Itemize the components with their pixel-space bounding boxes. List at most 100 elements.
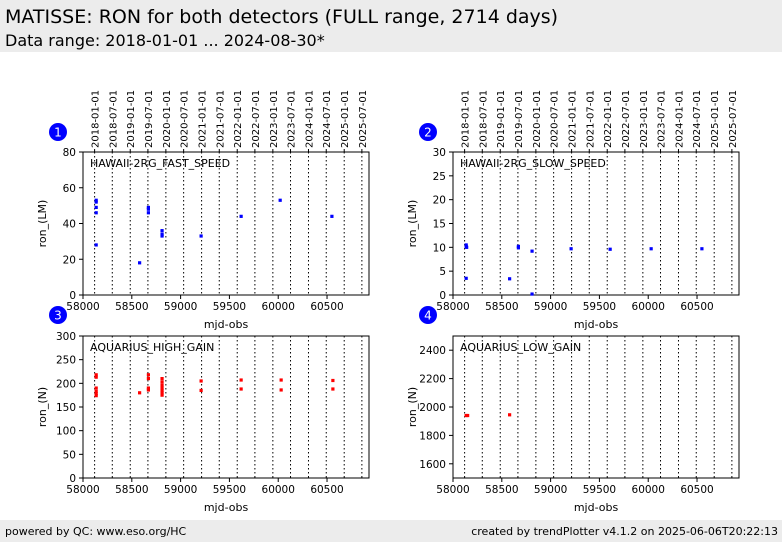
panel3-x-axis-label: mjd-obs <box>204 501 249 514</box>
panel3-data-point <box>160 377 164 381</box>
panel1-x-tick-label: 59000 <box>164 301 197 313</box>
panel2-data-point <box>516 246 520 250</box>
panel2-data-point <box>530 249 534 253</box>
panel4-x-tick-label: 60500 <box>680 484 713 496</box>
panel4-y-axis-label: ron_(N) <box>406 387 419 427</box>
panel4-badge-number: 4 <box>424 309 432 323</box>
panel3-y-tick-label: 0 <box>69 473 76 485</box>
panel4-data-point <box>508 413 512 417</box>
panel1-data-point <box>94 243 98 247</box>
panel2-y-tick-label: 0 <box>439 290 446 302</box>
panel3-data-point <box>160 386 164 390</box>
panel1-date-tick-label: 2025-07-01 <box>358 90 369 148</box>
panel3-y-tick-label: 250 <box>56 355 76 367</box>
panel3-panel-title: AQUARIUS_HIGH_GAIN <box>90 341 214 354</box>
panel2-y-tick-label: 5 <box>439 266 446 278</box>
panel4-badge-circle <box>419 306 437 324</box>
panel1-data-point <box>160 229 164 233</box>
panel1-date-tick-label: 2022-07-01 <box>251 90 262 148</box>
panel1-date-tick-label: 2020-01-01 <box>162 90 173 148</box>
panel1-data-point <box>239 214 243 218</box>
panel1-data-point <box>160 234 164 238</box>
panel3-y-tick-label: 100 <box>56 426 76 438</box>
panel1-date-tick-label: 2019-07-01 <box>144 90 155 148</box>
header-bar: MATISSE: RON for both detectors (FULL ra… <box>0 0 782 52</box>
panel2-date-tick-label: 2025-01-01 <box>710 90 721 148</box>
footer-powered-by: powered by QC: www.eso.org/HC <box>5 525 187 538</box>
panel1-data-point <box>199 234 203 238</box>
footer-bar: powered by QC: www.eso.org/HC created by… <box>0 520 782 542</box>
panel3-data-point <box>94 392 98 396</box>
panel1-data-point <box>94 198 98 202</box>
panel3-data-point <box>160 380 164 384</box>
panel2-date-tick-label: 2024-01-01 <box>674 90 685 148</box>
panel3-data-point <box>239 387 243 391</box>
panel2-data-point <box>530 292 534 296</box>
panel3-data-point <box>331 387 335 391</box>
panel2-badge-circle <box>419 123 437 141</box>
panel2-date-tick-label: 2021-01-01 <box>568 90 579 148</box>
data-range-subtitle: Data range: 2018-01-01 ... 2024-08-30* <box>5 31 325 50</box>
panel2-date-tick-label: 2020-01-01 <box>532 90 543 148</box>
panel3-x-tick-label: 59500 <box>213 484 246 496</box>
panel3-data-point <box>279 388 283 392</box>
panel3-data-point <box>94 375 98 379</box>
panel4-x-tick-label: 59500 <box>583 484 616 496</box>
panel2-y-axis-label: ron_(LM) <box>406 200 419 248</box>
panel1-date-tick-label: 2024-01-01 <box>304 90 315 148</box>
panel2-date-tick-label: 2022-01-01 <box>603 90 614 148</box>
panel1-x-tick-label: 58500 <box>115 301 148 313</box>
panel3-data-point <box>199 388 203 393</box>
panel1-data-point <box>146 211 150 215</box>
panel1-data-point <box>146 207 150 211</box>
panel1-y-tick-label: 20 <box>63 254 76 266</box>
panel3-x-tick-label: 58000 <box>66 484 99 496</box>
panel1-x-tick-label: 58000 <box>66 301 99 313</box>
panel2-badge-number: 2 <box>424 126 432 140</box>
panel1-x-tick-label: 60500 <box>310 301 343 313</box>
panel2-x-tick-label: 58500 <box>485 301 518 313</box>
panel4-x-tick-label: 60000 <box>632 484 665 496</box>
panel1-data-point <box>146 205 150 210</box>
panel3-data-point <box>160 393 164 397</box>
panel2-date-tick-label: 2018-07-01 <box>478 90 489 148</box>
panel4-x-axis-label: mjd-obs <box>574 501 619 514</box>
panel1-date-tick-label: 2024-07-01 <box>322 90 333 148</box>
panel3-data-point <box>160 391 164 395</box>
panel3-data-point <box>239 378 243 382</box>
panel1-date-tick-label: 2021-07-01 <box>215 90 226 148</box>
panel2-x-tick-label: 58000 <box>436 301 469 313</box>
panel2-date-tick-label: 2022-07-01 <box>621 90 632 148</box>
panel2-x-tick-label: 59000 <box>534 301 567 313</box>
panel1-date-tick-label: 2023-07-01 <box>287 90 298 148</box>
panel3-y-tick-label: 150 <box>56 402 76 414</box>
panel4-data-point <box>466 413 470 418</box>
panel4-x-tick-label: 59000 <box>534 484 567 496</box>
panel1-data-point <box>138 261 142 265</box>
footer-created-by: created by trendPlotter v4.1.2 on 2025-0… <box>471 525 778 538</box>
panel2-x-tick-label: 59500 <box>583 301 616 313</box>
panel4-x-tick-label: 58000 <box>436 484 469 496</box>
panel2-data-point <box>465 245 469 249</box>
panel1-date-tick-label: 2018-07-01 <box>108 90 119 148</box>
panel1-data-point <box>330 214 334 218</box>
panel3-x-tick-label: 60000 <box>262 484 295 496</box>
panel2-date-tick-label: 2019-07-01 <box>514 90 525 148</box>
panel1-date-tick-label: 2025-01-01 <box>340 90 351 148</box>
panel3-data-point <box>160 383 164 387</box>
panel1-x-axis-label: mjd-obs <box>204 318 249 331</box>
panel2-y-tick-label: 10 <box>433 242 446 254</box>
panel3-data-point <box>146 386 150 390</box>
panel3-x-tick-label: 58500 <box>115 484 148 496</box>
panel1-y-axis-label: ron_(LM) <box>36 200 49 248</box>
panel2-data-point <box>569 247 573 251</box>
panel2-y-tick-label: 25 <box>433 171 446 183</box>
panel3-badge-circle <box>49 306 67 324</box>
panel2-x-axis-label: mjd-obs <box>574 318 619 331</box>
panel3-x-tick-label: 59000 <box>164 484 197 496</box>
panel2-data-point <box>700 247 704 251</box>
panel2-data-point <box>608 247 612 251</box>
panel3-data-point <box>146 377 150 381</box>
panel3-data-point <box>160 388 164 393</box>
panel3-data-point <box>94 389 98 393</box>
